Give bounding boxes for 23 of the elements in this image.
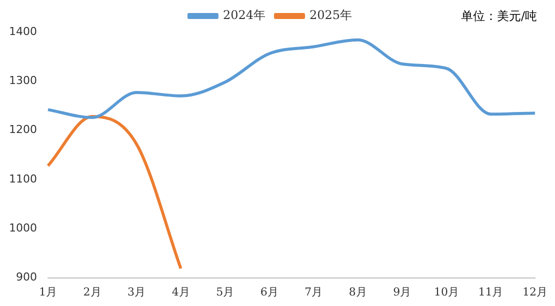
y-tick-label: 1100 [8,172,37,186]
legend-label: 2025年 [310,8,352,22]
x-tick-label: 3月 [128,285,146,298]
y-tick-label: 1300 [8,74,37,88]
x-tick-label: 6月 [260,285,278,298]
y-tick-label: 900 [16,270,37,284]
y-tick-label: 1400 [8,24,37,38]
line-series [46,115,182,270]
x-tick-label: 4月 [172,285,190,298]
text: 单位：美元/吨 [460,8,537,25]
x-tick-label: 10月 [434,285,459,298]
x-tick-label: 2月 [83,285,102,298]
x-tick-label: 9月 [393,285,412,298]
x-tick-label: 5月 [216,285,234,298]
line-series [46,38,536,120]
x-tick-label: 8月 [348,285,367,298]
y-tick-label: 1200 [8,123,37,136]
x-tick-label: 12月 [522,285,548,298]
x-tick-label: 11月 [478,285,504,298]
legend-label: 2024年 [222,8,266,22]
x-tick-label: 1月 [38,285,57,298]
y-tick-label: 1000 [8,222,37,234]
x-tick-label: 7月 [304,285,323,298]
